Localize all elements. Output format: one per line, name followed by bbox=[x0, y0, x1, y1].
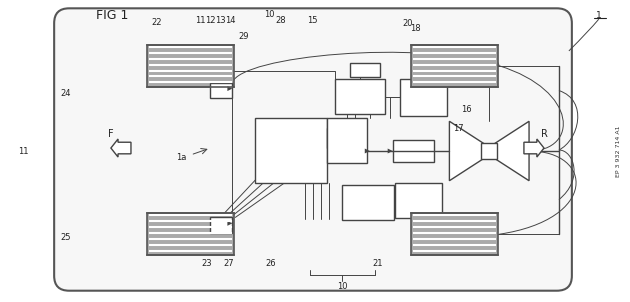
Bar bbox=[255, 118, 327, 183]
Text: 16: 16 bbox=[462, 104, 472, 114]
Text: 11: 11 bbox=[18, 146, 28, 156]
Bar bbox=[342, 185, 394, 220]
Bar bbox=[335, 79, 385, 114]
Text: 11: 11 bbox=[195, 16, 205, 25]
Text: 24: 24 bbox=[60, 89, 71, 98]
Text: EP 3 932 714 A1: EP 3 932 714 A1 bbox=[616, 125, 621, 177]
Text: 19: 19 bbox=[467, 233, 477, 242]
Text: FIG 1: FIG 1 bbox=[96, 9, 129, 22]
Bar bbox=[481, 143, 497, 159]
Bar bbox=[147, 45, 234, 87]
Text: 1a: 1a bbox=[176, 153, 186, 162]
Bar bbox=[411, 214, 498, 255]
Text: 14: 14 bbox=[225, 16, 236, 25]
Text: R: R bbox=[541, 129, 547, 139]
Bar bbox=[392, 140, 435, 162]
Polygon shape bbox=[490, 121, 529, 181]
Text: 28: 28 bbox=[275, 16, 286, 25]
Polygon shape bbox=[449, 121, 490, 181]
Polygon shape bbox=[227, 221, 232, 226]
Text: 22: 22 bbox=[152, 18, 162, 27]
Polygon shape bbox=[365, 149, 370, 153]
Bar bbox=[210, 83, 232, 98]
Polygon shape bbox=[524, 139, 544, 157]
Bar bbox=[394, 183, 442, 218]
Polygon shape bbox=[227, 86, 232, 91]
Text: 15: 15 bbox=[307, 16, 318, 25]
Polygon shape bbox=[111, 139, 131, 157]
Text: 25: 25 bbox=[60, 233, 71, 242]
Bar bbox=[399, 79, 447, 116]
Bar bbox=[350, 63, 380, 77]
Text: 27: 27 bbox=[224, 259, 234, 268]
Bar bbox=[327, 128, 355, 148]
Bar bbox=[210, 217, 232, 233]
Text: 29: 29 bbox=[238, 32, 249, 41]
Text: 23: 23 bbox=[202, 259, 212, 268]
Bar bbox=[147, 214, 234, 255]
Text: F: F bbox=[108, 129, 114, 139]
Text: 12: 12 bbox=[205, 16, 215, 25]
Text: 13: 13 bbox=[215, 16, 226, 25]
Bar bbox=[327, 118, 367, 163]
Text: 21: 21 bbox=[372, 259, 383, 268]
Polygon shape bbox=[387, 149, 392, 153]
Text: 10: 10 bbox=[265, 10, 275, 19]
Text: 26: 26 bbox=[266, 259, 277, 268]
Text: 17: 17 bbox=[453, 124, 463, 133]
Text: 10: 10 bbox=[336, 282, 347, 291]
Text: 20: 20 bbox=[403, 19, 413, 28]
Text: 1: 1 bbox=[596, 11, 602, 20]
Text: 18: 18 bbox=[410, 24, 421, 34]
FancyBboxPatch shape bbox=[54, 8, 572, 291]
Bar bbox=[411, 45, 498, 87]
